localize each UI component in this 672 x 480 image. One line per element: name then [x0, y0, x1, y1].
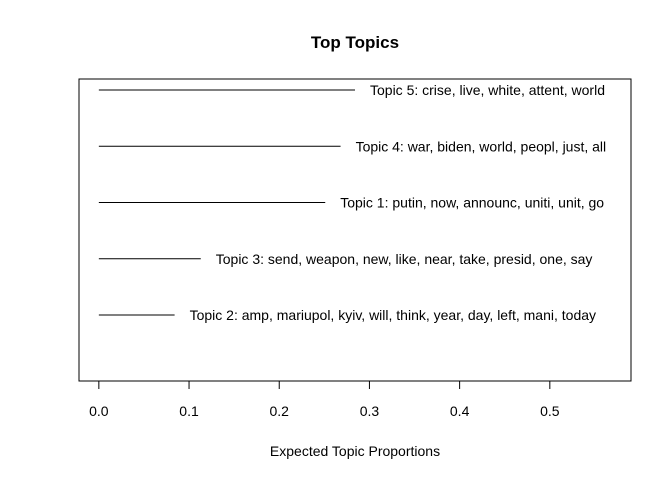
topic-label-5: Topic 2: amp, mariupol, kyiv, will, thin…: [190, 307, 596, 323]
plot-frame: [78, 78, 632, 382]
topic-label-2: Topic 4: war, biden, world, peopl, just,…: [356, 138, 607, 154]
x-tick-label-5: 0.5: [540, 403, 560, 419]
x-tick-label-0: 0.0: [89, 403, 109, 419]
topic-rows: Topic 5: crise, live, white, attent, wor…: [98, 82, 607, 323]
x-axis-label: Expected Topic Proportions: [270, 443, 440, 459]
x-tick-label-1: 0.1: [179, 403, 199, 419]
x-tick-label-3: 0.3: [360, 403, 380, 419]
topic-label-4: Topic 3: send, weapon, new, like, near, …: [216, 251, 593, 267]
topic-label-1: Topic 5: crise, live, white, attent, wor…: [370, 82, 605, 98]
x-axis: 0.0 0.1 0.2 0.3 0.4 0.5: [89, 380, 560, 419]
x-tick-label-4: 0.4: [450, 403, 470, 419]
chart-title: Top Topics: [311, 33, 399, 52]
topic-label-3: Topic 1: putin, now, announc, uniti, uni…: [340, 195, 604, 211]
x-tick-label-2: 0.2: [270, 403, 290, 419]
